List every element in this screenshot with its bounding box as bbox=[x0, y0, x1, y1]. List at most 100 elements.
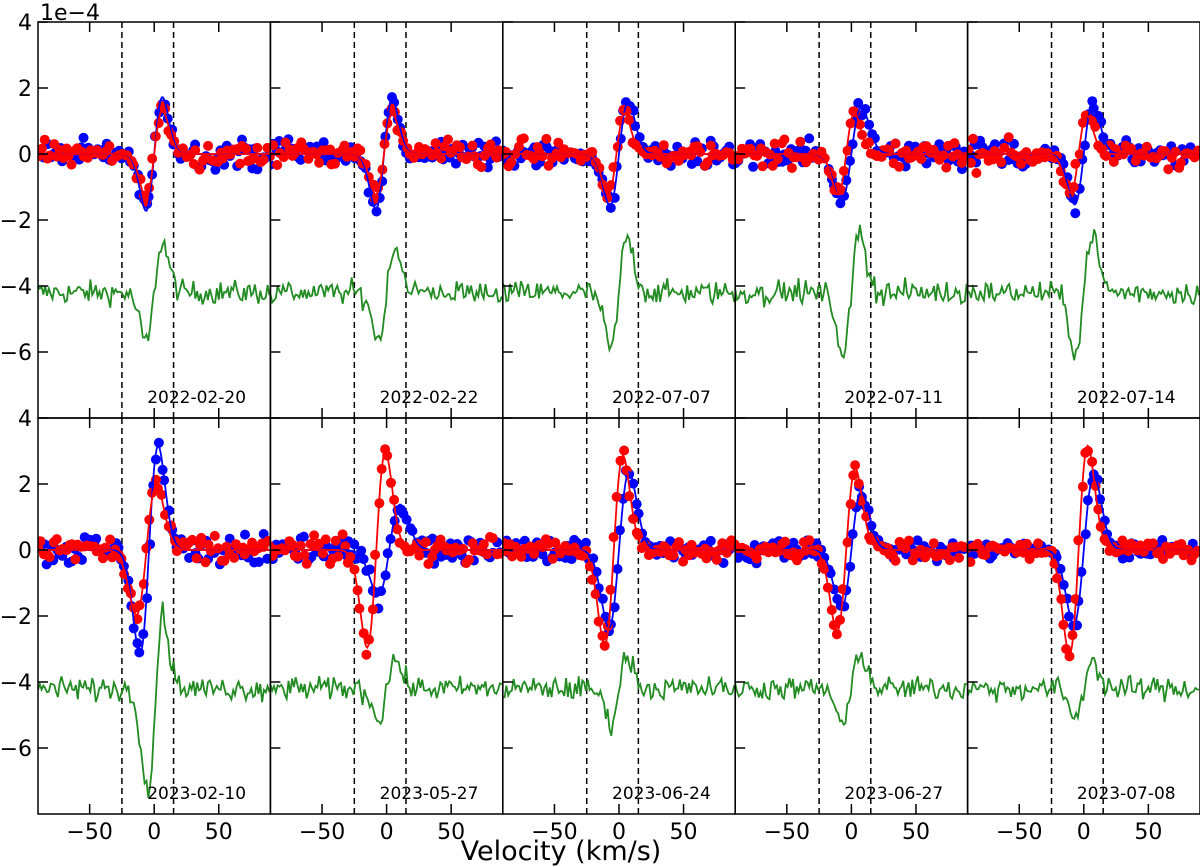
stokes-v-point-red bbox=[1117, 535, 1128, 546]
stokes-v-point-red bbox=[1158, 554, 1168, 564]
stokes-v-point-red bbox=[605, 584, 616, 595]
stokes-v-point-red bbox=[196, 532, 207, 543]
stokes-v-point-red bbox=[299, 550, 310, 561]
panel-plot-area bbox=[735, 418, 968, 814]
stokes-v-point-red bbox=[191, 553, 202, 564]
x-tick-label: 50 bbox=[205, 820, 233, 845]
x-tick-label: 50 bbox=[437, 820, 465, 845]
stokes-v-point-blue bbox=[450, 158, 461, 169]
stokes-v-point-red bbox=[194, 164, 205, 175]
stokes-v-point-red bbox=[203, 140, 214, 151]
stokes-v-point-red bbox=[518, 133, 529, 144]
panel-date-label: 2023-02-10 bbox=[147, 784, 246, 804]
stokes-v-point-red bbox=[967, 557, 976, 567]
stokes-v-point-red bbox=[337, 529, 348, 540]
stokes-v-point-blue bbox=[295, 154, 306, 165]
stokes-v-point-red bbox=[370, 549, 381, 560]
panel-plot-area bbox=[735, 22, 968, 418]
null-profile-line bbox=[502, 652, 736, 737]
y-tick-label: −4 bbox=[0, 275, 32, 300]
panel-2023-07-08: 2023-07-08 −50 0 50 bbox=[966, 417, 1200, 845]
stokes-v-point-red bbox=[1033, 538, 1044, 549]
y-tick-label: 4 bbox=[18, 11, 32, 36]
model-line-red bbox=[502, 112, 736, 196]
stokes-v-point-red bbox=[330, 158, 340, 169]
stokes-v-point-red bbox=[1175, 157, 1186, 168]
stokes-v-point-red bbox=[1108, 156, 1119, 167]
null-profile-line bbox=[735, 224, 968, 360]
x-axis-label: Velocity (km/s) bbox=[461, 836, 662, 867]
panel-plot-area bbox=[502, 418, 736, 814]
stokes-v-point-red bbox=[187, 534, 198, 545]
panel-frame bbox=[966, 21, 1200, 419]
panel-2022-02-22: 2022-02-22 bbox=[269, 21, 504, 419]
stokes-v-point-red bbox=[587, 574, 597, 585]
stokes-v-point-red bbox=[599, 640, 610, 651]
y-tick-label: 0 bbox=[18, 539, 32, 564]
stokes-v-point-red bbox=[528, 154, 539, 164]
stokes-v-point-red bbox=[487, 533, 498, 544]
stokes-v-point-red bbox=[190, 145, 201, 156]
stokes-v-point-red bbox=[430, 138, 441, 149]
stokes-v-point-red bbox=[894, 161, 905, 172]
y-tick-label: 4 bbox=[18, 407, 32, 432]
x-tick-label: −50 bbox=[66, 820, 112, 845]
stokes-v-point-blue bbox=[748, 161, 759, 172]
stokes-v-point-red bbox=[903, 535, 914, 546]
stokes-v-point-red bbox=[330, 535, 341, 546]
stokes-v-point-red bbox=[414, 550, 425, 561]
panel-frame bbox=[734, 21, 969, 419]
panel-plot-area bbox=[38, 22, 271, 418]
panel-date-label: 2022-02-22 bbox=[380, 388, 479, 408]
x-tick-label: 50 bbox=[1134, 820, 1162, 845]
stokes-v-point-red bbox=[711, 554, 722, 565]
stokes-v-point-red bbox=[674, 537, 684, 548]
stokes-v-point-red bbox=[481, 549, 492, 560]
x-tick-label: 0 bbox=[147, 820, 161, 845]
model-line-red bbox=[38, 109, 271, 199]
panel-frame bbox=[269, 21, 504, 419]
panel-2022-07-11: 2022-07-11 bbox=[734, 21, 969, 419]
stokes-v-point-red bbox=[44, 552, 55, 563]
stokes-v-point-red bbox=[1074, 149, 1085, 160]
stokes-v-point-red bbox=[309, 530, 320, 541]
stokes-v-point-blue bbox=[210, 164, 221, 175]
x-tick-label: 0 bbox=[612, 820, 626, 845]
stokes-v-point-red bbox=[547, 553, 558, 564]
panel-date-label: 2023-06-27 bbox=[844, 784, 943, 804]
stokes-v-point-red bbox=[1176, 539, 1187, 549]
stokes-v-point-red bbox=[147, 153, 158, 164]
panel-frame bbox=[269, 417, 504, 815]
stokes-v-point-red bbox=[980, 550, 991, 560]
stokes-v-point-blue bbox=[1070, 208, 1081, 219]
stokes-v-point-red bbox=[1148, 538, 1158, 549]
stokes-v-point-blue bbox=[153, 437, 164, 448]
stokes-v-point-red bbox=[695, 147, 706, 157]
stokes-v-point-red bbox=[320, 534, 331, 545]
x-tick-label: −50 bbox=[764, 820, 810, 845]
stokes-v-point-blue bbox=[912, 535, 923, 546]
stokes-v-point-red bbox=[218, 153, 228, 164]
stokes-v-point-red bbox=[779, 134, 790, 145]
stokes-v-point-red bbox=[241, 144, 252, 154]
stokes-v-point-blue bbox=[91, 533, 102, 544]
y-tick-label: −6 bbox=[0, 737, 32, 762]
null-profile-line bbox=[967, 229, 1200, 361]
stokes-v-point-blue bbox=[128, 623, 139, 634]
stokes-v-point-red bbox=[105, 534, 116, 545]
stokes-v-point-blue bbox=[566, 554, 577, 565]
stokes-v-point-red bbox=[295, 540, 306, 551]
y-offset-text: 1e−4 bbox=[40, 1, 100, 26]
stokes-v-point-red bbox=[757, 161, 768, 172]
x-tick-label: −50 bbox=[531, 820, 577, 845]
stokes-v-point-red bbox=[954, 552, 964, 563]
stokes-v-point-blue bbox=[853, 98, 864, 108]
stokes-v-point-red bbox=[773, 546, 784, 557]
stokes-v-point-blue bbox=[253, 557, 264, 567]
stokes-v-point-red bbox=[845, 499, 856, 510]
panel-plot-area bbox=[502, 22, 736, 418]
x-tick-label: 0 bbox=[844, 820, 858, 845]
stokes-v-point-red bbox=[1170, 146, 1181, 157]
stokes-v-point-red bbox=[804, 535, 815, 546]
stokes-v-point-red bbox=[553, 137, 564, 148]
